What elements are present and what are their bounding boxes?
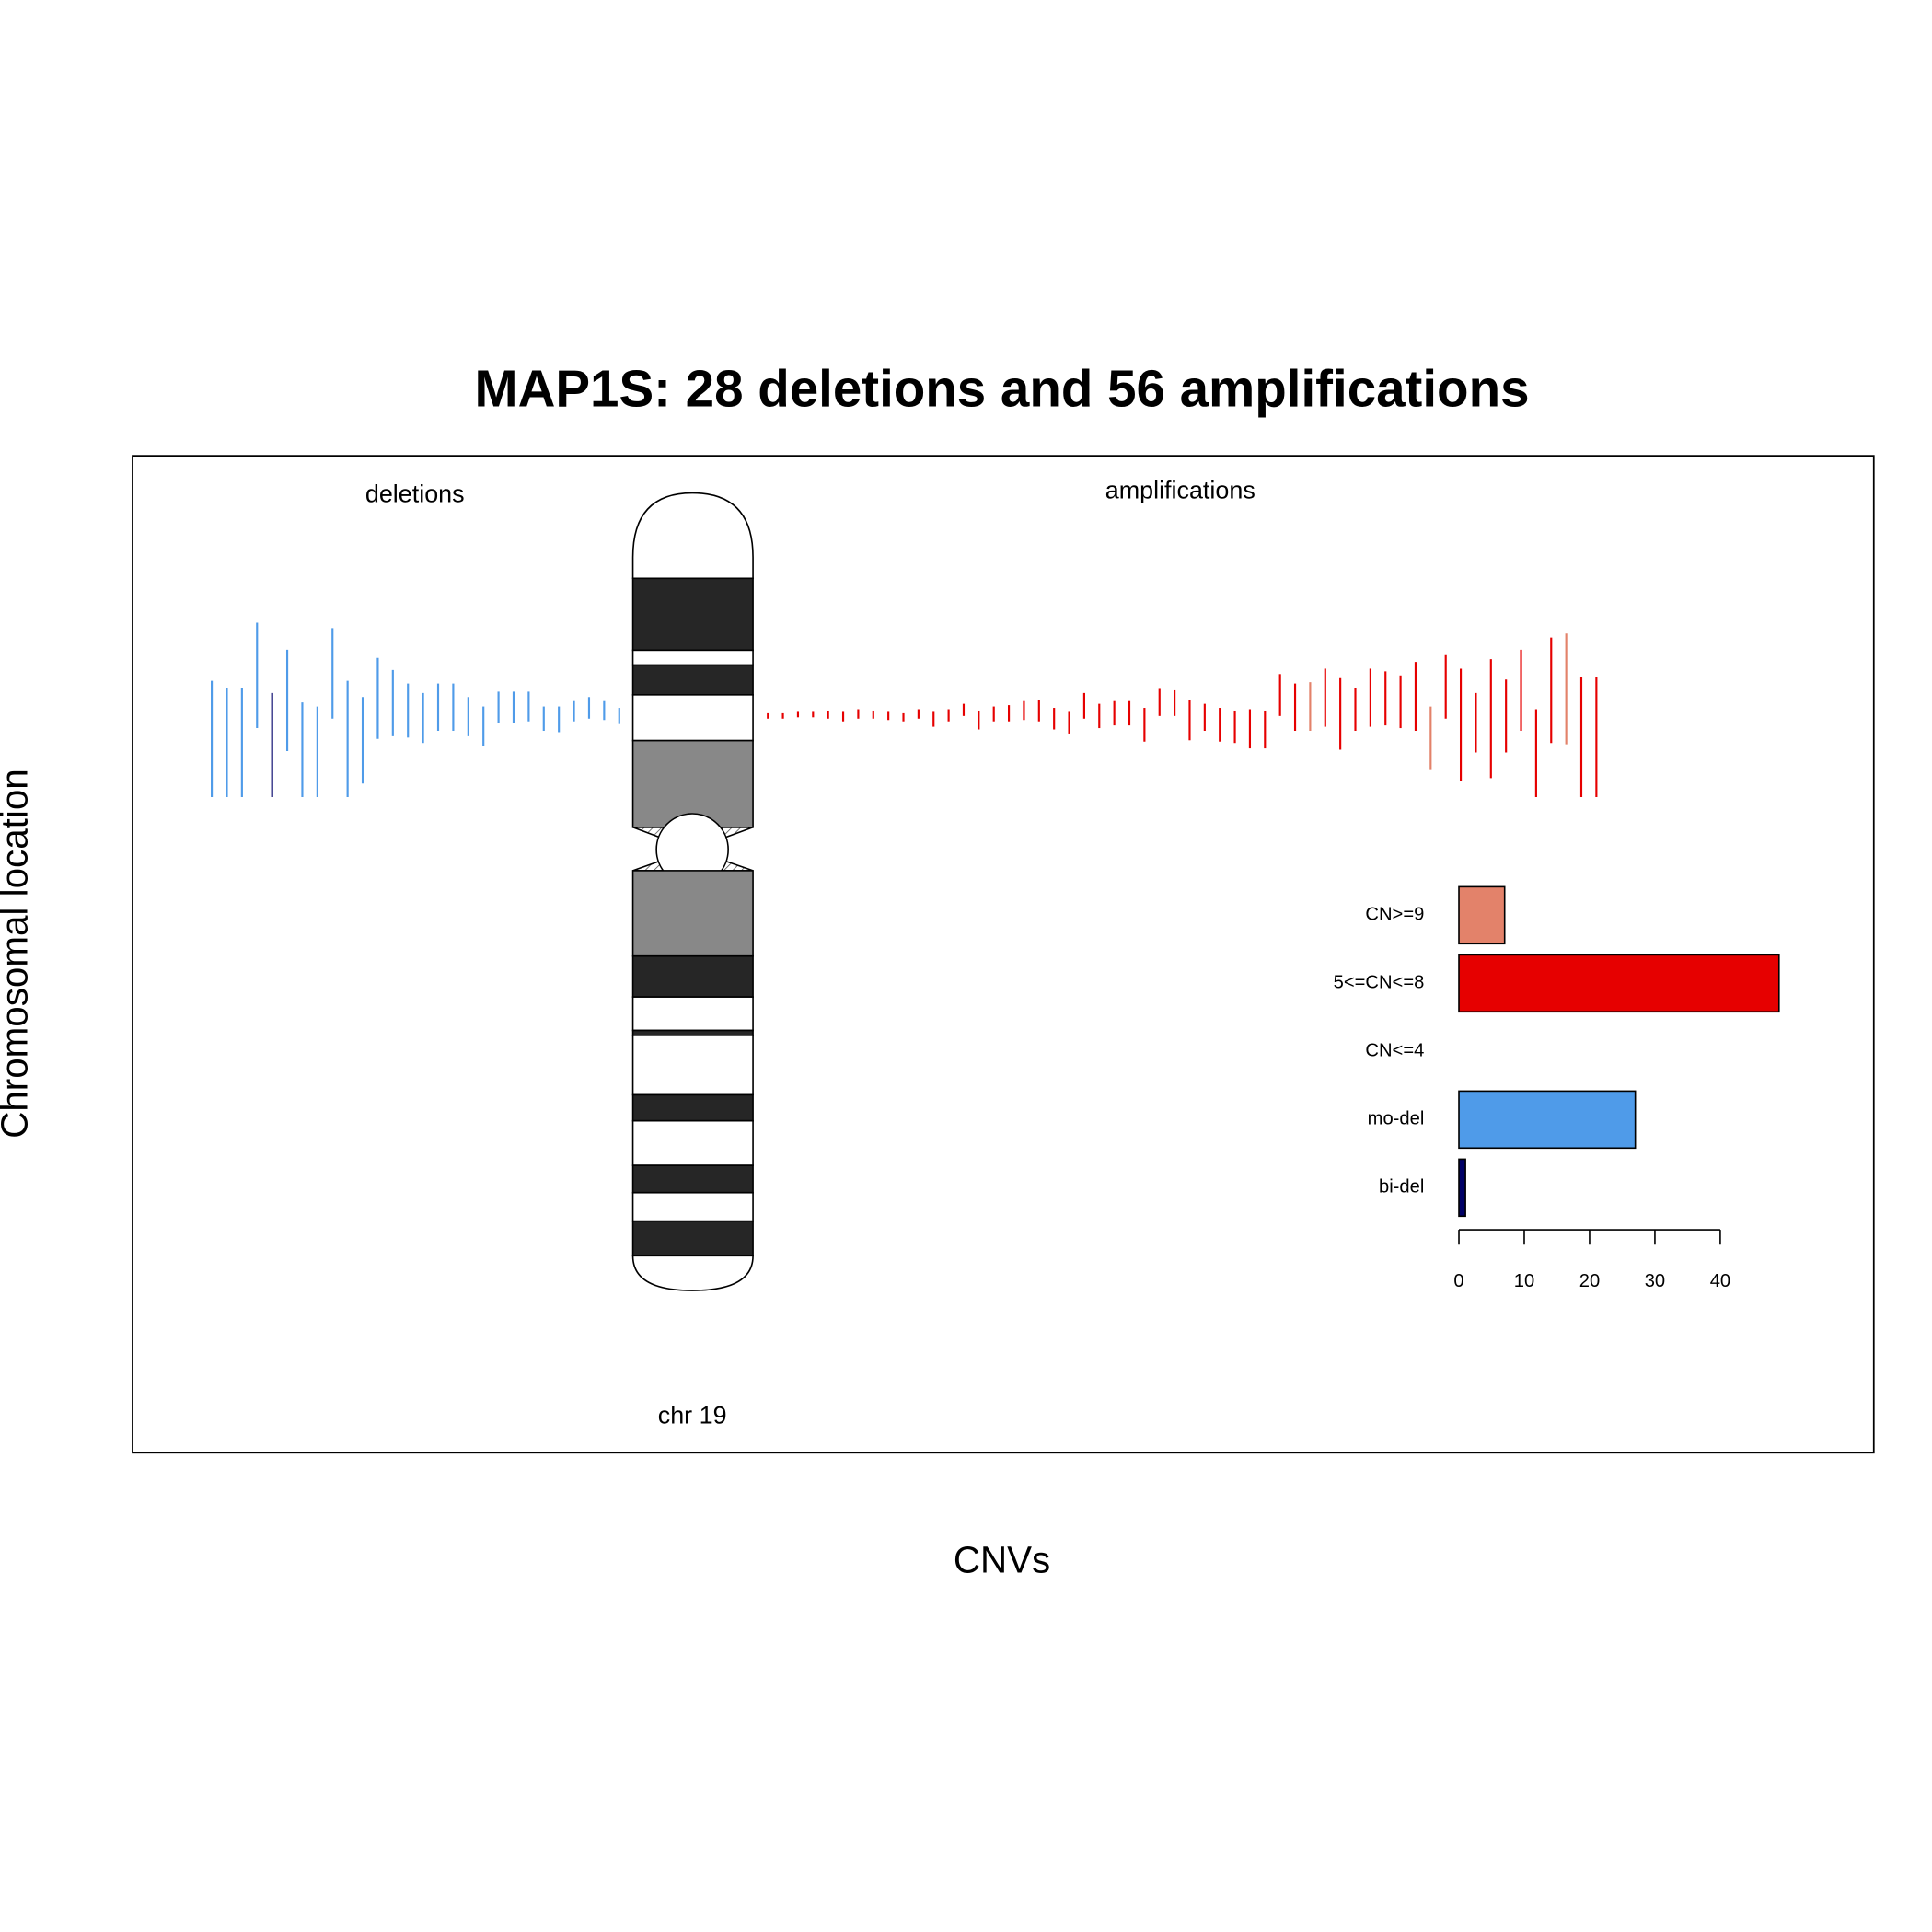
chart-title: MAP1S: 28 deletions and 56 amplification… [475,359,1530,417]
bar-label: CN<=4 [1365,1041,1424,1061]
bar-label: 5<=CN<=8 [1334,973,1425,993]
bar [1458,885,1506,945]
band [631,870,754,957]
chromosome-label: chr 19 [658,1401,727,1429]
band [631,1220,754,1257]
x-tick-label: 30 [1645,1271,1665,1291]
x-tick-label: 20 [1579,1271,1600,1291]
band [631,664,754,696]
band [631,996,754,1032]
y-axis-title: Chromosomal location [0,769,35,1139]
band [631,1093,754,1122]
band [631,954,754,998]
plot-frame [132,455,1875,1454]
band [631,1035,754,1096]
x-axis-title: CNVs [954,1539,1050,1581]
bar-label: mo-del [1368,1109,1425,1129]
band [631,649,754,666]
telomere [631,492,754,580]
telomere [631,1255,754,1291]
chromosome-ideogram [631,492,754,1291]
band [631,1191,754,1222]
band [631,1164,754,1194]
band [631,694,754,742]
bar-label: bi-del [1379,1177,1424,1197]
bar-label: CN>=9 [1365,905,1424,925]
band [631,577,754,652]
bar [1458,1090,1637,1150]
bar [1458,954,1780,1013]
x-tick-label: 0 [1453,1271,1463,1291]
band [631,1119,754,1166]
x-tick-label: 10 [1514,1271,1534,1291]
bar [1458,1158,1466,1218]
amplifications-label: amplifications [1105,476,1255,503]
deletions-label: deletions [365,480,465,507]
x-tick-label: 40 [1710,1271,1730,1291]
